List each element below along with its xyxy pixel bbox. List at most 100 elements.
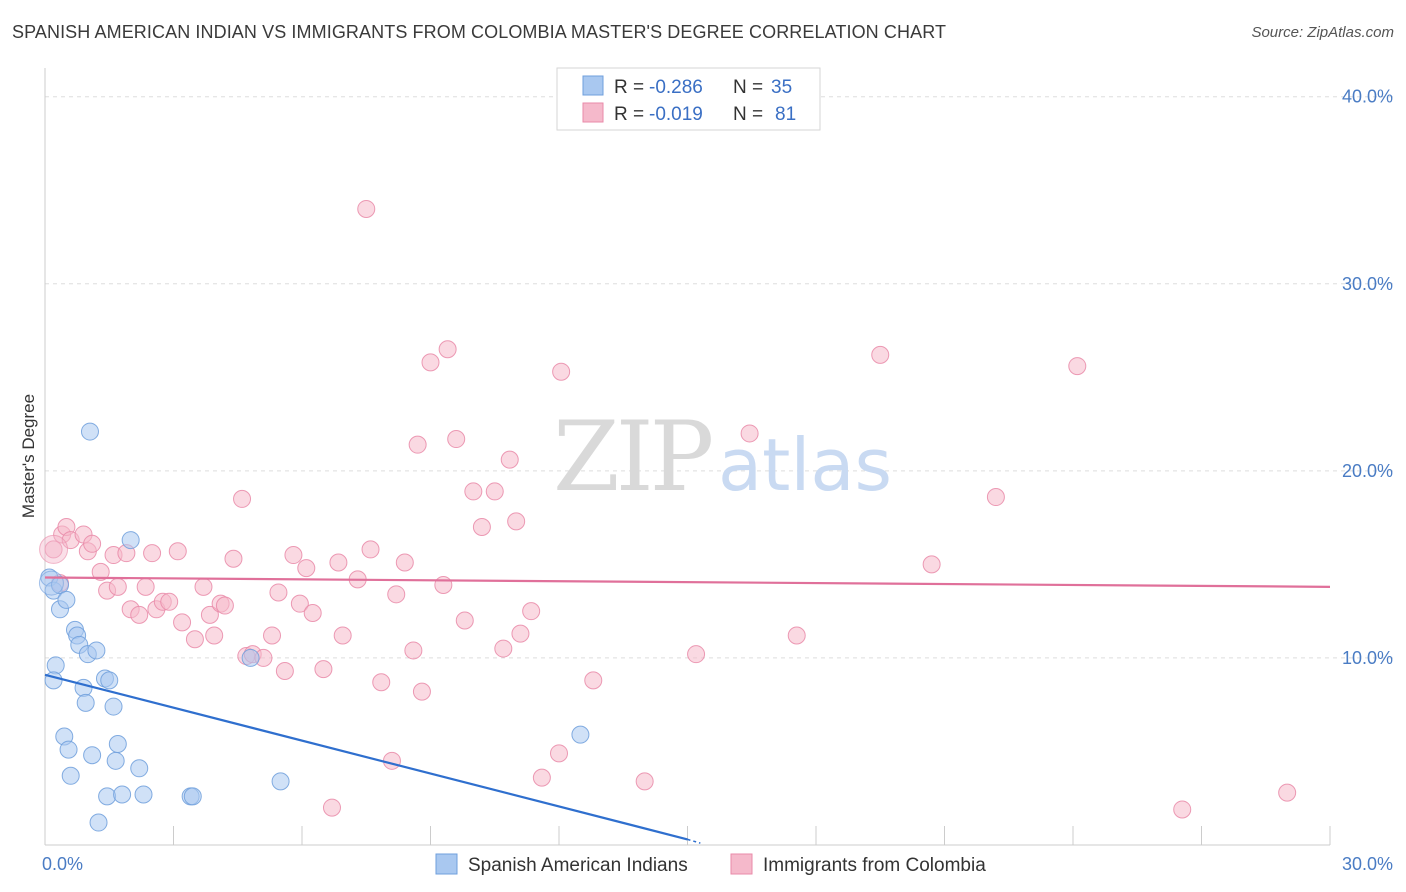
- grid-lines: [45, 96, 1395, 659]
- watermark-zip: ZIP: [553, 401, 712, 513]
- point-pink-62: [494, 639, 513, 658]
- point-pink-21: [173, 613, 192, 632]
- point-pink-53: [412, 682, 431, 701]
- point-pink-75: [922, 555, 941, 574]
- point-pink-40: [314, 660, 333, 679]
- axes: [44, 68, 1331, 846]
- point-blue-33: [271, 772, 290, 791]
- point-pink-61: [485, 482, 504, 501]
- point-blue-31: [121, 531, 140, 550]
- point-pink-64: [507, 512, 526, 531]
- point-blue-15: [74, 678, 93, 697]
- point-blue-21: [108, 734, 127, 753]
- y-tick-label-1: 20.0%: [1342, 461, 1393, 481]
- point-blue-17: [83, 746, 102, 765]
- point-pink-58: [455, 611, 474, 630]
- point-pink-71: [687, 645, 706, 664]
- point-pink-16: [143, 544, 162, 563]
- point-blue-2: [46, 656, 65, 675]
- point-blue-24: [98, 787, 117, 806]
- point-blue-19: [100, 671, 119, 690]
- point-blue-28: [183, 787, 202, 806]
- y-tick-label-3: 40.0%: [1342, 87, 1393, 107]
- trend-line-blue-extension: [687, 838, 701, 844]
- chart-title: SPANISH AMERICAN INDIAN VS IMMIGRANTS FR…: [12, 22, 947, 42]
- trend-lines: [44, 576, 1331, 844]
- trend-line-blue: [44, 673, 688, 841]
- point-pink-80: [550, 744, 568, 763]
- bottom-legend-swatch-pink: [730, 853, 753, 875]
- point-pink-54: [421, 353, 440, 372]
- legend-n-label-1: N =: [733, 77, 763, 98]
- point-pink-48: [382, 751, 401, 770]
- point-pink-56: [438, 340, 457, 359]
- point-pink-57: [447, 430, 466, 449]
- point-pink-66: [522, 602, 541, 621]
- point-pink-34: [269, 583, 288, 602]
- source-credit: Source: ZipAtlas.com: [1251, 24, 1394, 41]
- legend-r-value-2: -0.019: [649, 104, 703, 125]
- point-pink-59: [464, 482, 483, 501]
- point-pink-cluster: [39, 534, 69, 564]
- legend-n-value-1: 35: [771, 77, 792, 98]
- x-tick-label-0: 0.0%: [42, 854, 83, 874]
- point-pink-76: [986, 488, 1005, 507]
- point-blue-34: [571, 725, 590, 744]
- point-pink-78: [1173, 800, 1192, 819]
- y-axis-label: Master's Degree: [19, 394, 38, 518]
- series-legend: Spanish American Indians Immigrants from…: [435, 853, 986, 876]
- point-blue-16: [76, 693, 95, 712]
- point-blue-4: [50, 575, 69, 594]
- point-pink-73: [787, 626, 806, 645]
- point-pink-24: [200, 605, 219, 624]
- trend-line-pink: [44, 576, 1331, 588]
- point-pink-15: [136, 577, 155, 596]
- point-pink-49: [387, 585, 406, 604]
- point-pink-7: [83, 534, 102, 553]
- point-blue-23: [130, 759, 149, 778]
- point-pink-14: [130, 605, 149, 624]
- point-pink-45: [361, 540, 380, 559]
- point-pink-74: [871, 345, 890, 364]
- point-pink-47: [372, 673, 391, 692]
- point-pink-33: [263, 626, 282, 645]
- y-tick-label-0: 10.0%: [1342, 648, 1393, 668]
- point-pink-11: [108, 577, 127, 596]
- point-blue-13: [59, 740, 78, 759]
- point-blue-14: [61, 766, 80, 785]
- point-pink-37: [290, 594, 309, 613]
- point-blue-11: [87, 641, 106, 660]
- point-pink-70: [635, 772, 654, 791]
- bottom-legend-swatch-blue: [435, 853, 458, 875]
- point-pink-67: [532, 768, 551, 787]
- point-pink-68: [552, 362, 571, 381]
- point-pink-29: [233, 489, 252, 508]
- point-pink-55: [434, 575, 453, 594]
- bottom-legend-label-blue: Spanish American Indians: [468, 855, 688, 876]
- legend-swatch-pink: [582, 102, 604, 123]
- point-pink-60: [472, 517, 491, 536]
- x-tick-labels: 0.0% 30.0%: [42, 854, 1393, 874]
- point-pink-42: [329, 553, 348, 572]
- point-pink-20: [168, 542, 187, 561]
- point-blue-22: [106, 751, 125, 770]
- point-pink-43: [333, 626, 352, 645]
- point-pink-77: [1068, 357, 1087, 376]
- point-pink-79: [1278, 783, 1297, 802]
- correlation-legend: R = -0.286 N = 35 R = -0.019 N = 81: [556, 67, 821, 131]
- bottom-legend-label-pink: Immigrants from Colombia: [763, 855, 986, 876]
- legend-r-label-1: R =: [614, 77, 644, 98]
- point-pink-50: [395, 553, 414, 572]
- point-pink-25: [205, 626, 224, 645]
- x-tick-label-1: 30.0%: [1342, 854, 1393, 874]
- point-pink-41: [322, 798, 341, 817]
- point-pink-8: [91, 562, 110, 581]
- point-pink-22: [185, 630, 204, 649]
- point-pink-51: [404, 641, 423, 660]
- point-pink-63: [500, 450, 519, 469]
- point-pink-36: [284, 546, 303, 565]
- point-pink-52: [408, 435, 427, 454]
- point-pink-39: [303, 604, 322, 623]
- y-tick-labels: 10.0% 20.0% 30.0% 40.0%: [1342, 87, 1393, 668]
- point-pink-35: [275, 662, 294, 681]
